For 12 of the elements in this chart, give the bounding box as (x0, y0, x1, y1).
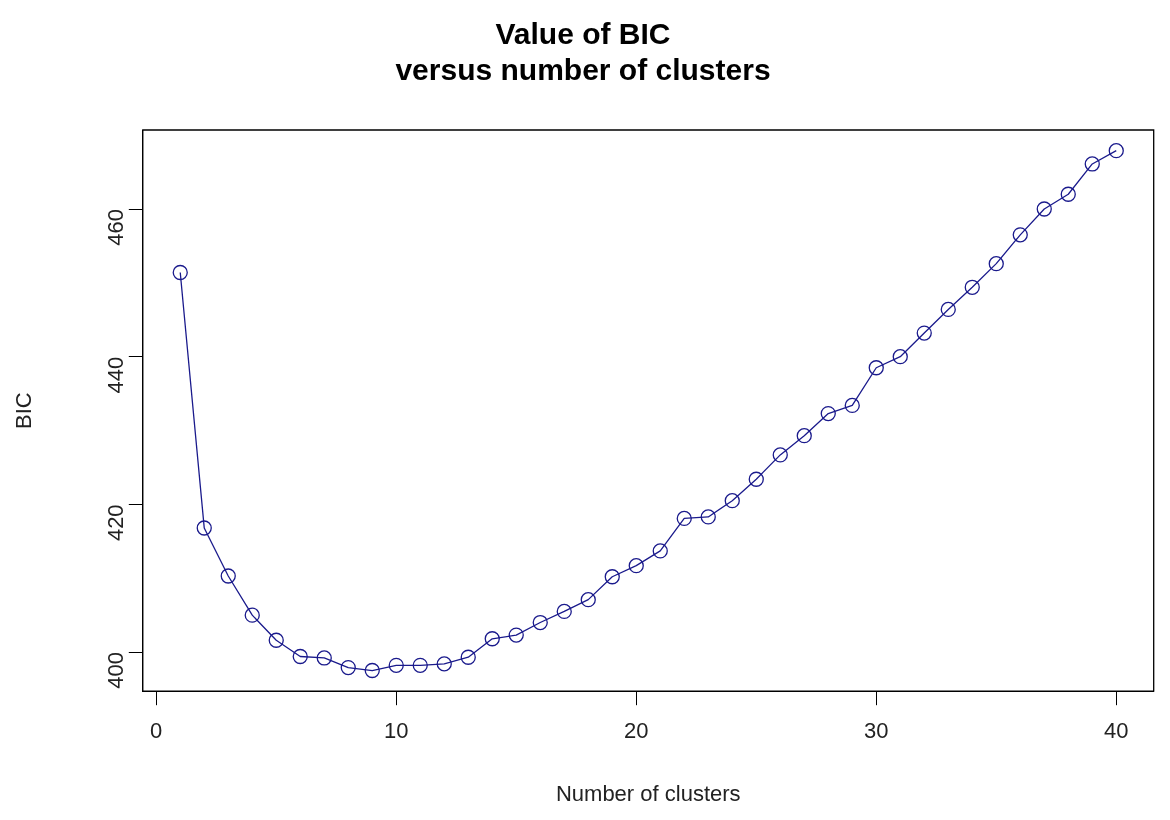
x-tick-label: 0 (150, 718, 163, 744)
x-tick-label: 20 (624, 718, 649, 744)
y-tick-label: 420 (102, 504, 128, 542)
x-tick-label: 10 (384, 718, 409, 744)
y-tick-label: 400 (102, 652, 128, 689)
y-tick-label: 440 (102, 356, 128, 394)
x-axis-title: Number of clusters (555, 780, 741, 806)
x-tick-label: 30 (864, 718, 889, 744)
y-axis-title: BIC (11, 392, 37, 429)
y-tick-label: 460 (102, 209, 128, 246)
chart-title: Value of BIC versus number of clusters (395, 17, 771, 87)
x-tick-label: 40 (1104, 718, 1129, 744)
